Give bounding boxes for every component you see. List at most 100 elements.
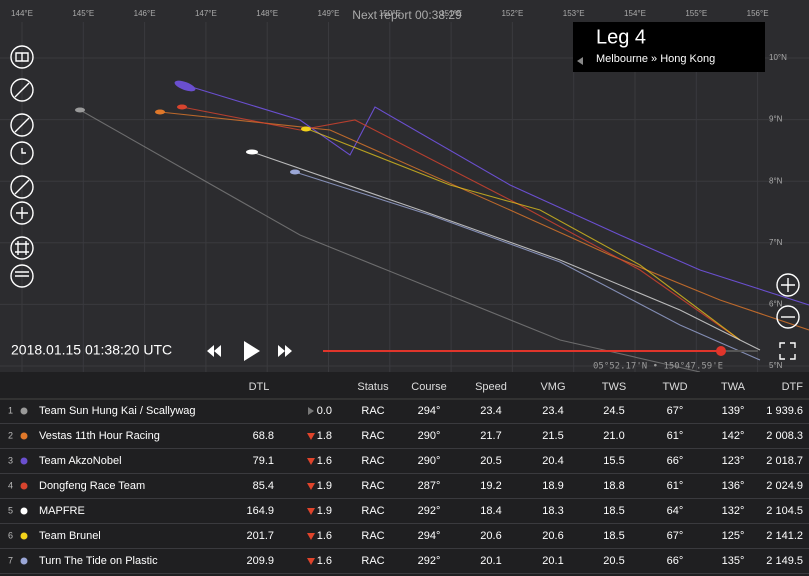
rank: 7	[8, 555, 13, 565]
team-color	[20, 482, 28, 490]
playback-controls[interactable]	[207, 341, 292, 361]
lat-label: 7°N	[769, 238, 783, 247]
team-name: Team Brunel	[39, 530, 101, 542]
twa: 136°	[722, 480, 745, 492]
dtl: 79.1	[253, 455, 274, 467]
dtl-change: 1.6	[317, 530, 332, 542]
team-name: Team AkzoNobel	[39, 455, 122, 467]
speed: 18.4	[480, 505, 501, 517]
speed: 19.2	[480, 480, 501, 492]
tws: 21.0	[603, 430, 624, 442]
twa: 132°	[722, 505, 745, 517]
team-name: Dongfeng Race Team	[39, 480, 145, 492]
speed: 20.5	[480, 455, 501, 467]
course: 292°	[418, 555, 441, 567]
tws: 18.5	[603, 530, 624, 542]
vmg: 23.4	[542, 405, 563, 417]
map-tools[interactable]	[10, 45, 34, 288]
dtl-change: 0.0	[317, 405, 332, 417]
course: 290°	[418, 455, 441, 467]
rank: 2	[8, 430, 13, 440]
leaderboard: DTL Status Course Speed VMG TWS TWD TWA DTF 1 Team…	[0, 381, 809, 574]
column-header: DTF	[782, 381, 804, 393]
lon-label: 148°E	[256, 9, 278, 18]
lat-label: 8°N	[769, 176, 783, 185]
trend-down	[307, 508, 315, 515]
trend-down	[307, 483, 315, 490]
lon-label: 146°E	[134, 9, 156, 18]
rank: 4	[8, 480, 13, 490]
column-header: Course	[411, 381, 446, 393]
vmg: 21.5	[542, 430, 563, 442]
lat-label: 5°N	[769, 361, 783, 370]
status: RAC	[361, 505, 384, 517]
cursor-coordinates: 05°52.17'N • 150°47.59'E	[593, 362, 723, 372]
course: 287°	[418, 480, 441, 492]
leg-arrow[interactable]	[577, 57, 583, 65]
course: 290°	[418, 430, 441, 442]
vmg: 20.6	[542, 530, 563, 542]
dtl: 85.4	[253, 480, 274, 492]
course: 292°	[418, 505, 441, 517]
team-name: Vestas 11th Hour Racing	[39, 430, 160, 442]
twa: 135°	[722, 555, 745, 567]
fullscreen[interactable]	[779, 342, 796, 360]
dtl: 209.9	[246, 555, 274, 567]
lon-label: 145°E	[72, 9, 94, 18]
team-name: MAPFRE	[39, 505, 85, 517]
lon-label: 153°E	[563, 9, 585, 18]
status: RAC	[361, 430, 384, 442]
speed: 23.4	[480, 405, 501, 417]
status: RAC	[361, 555, 384, 567]
lon-label: 154°E	[624, 9, 646, 18]
tws: 18.5	[603, 505, 624, 517]
twa: 123°	[722, 455, 745, 467]
tws: 15.5	[603, 455, 624, 467]
twa: 142°	[722, 430, 745, 442]
twd: 66°	[667, 555, 684, 567]
timeline-handle[interactable]	[716, 346, 726, 356]
column-header: DTL	[249, 381, 270, 393]
rank: 6	[8, 530, 13, 540]
lat-label: 9°N	[769, 115, 783, 124]
dtl-change: 1.6	[317, 455, 332, 467]
course: 294°	[418, 530, 441, 542]
course: 294°	[418, 405, 441, 417]
vmg: 18.9	[542, 480, 563, 492]
tracks	[79, 84, 809, 373]
vmg: 20.1	[542, 555, 563, 567]
dtl: 164.9	[246, 505, 274, 517]
trend-down	[307, 433, 315, 440]
status: RAC	[361, 480, 384, 492]
team-color	[20, 532, 28, 540]
lon-label: 152°E	[501, 9, 523, 18]
twd: 61°	[667, 430, 684, 442]
twa: 125°	[722, 530, 745, 542]
trend-down	[307, 458, 315, 465]
lon-label: 149°E	[318, 9, 340, 18]
vmg: 20.4	[542, 455, 563, 467]
status: RAC	[361, 405, 384, 417]
twd: 61°	[667, 480, 684, 492]
dtl: 201.7	[246, 530, 274, 542]
twd: 64°	[667, 505, 684, 517]
leg-box	[573, 22, 765, 72]
lon-label: 150°E	[379, 9, 401, 18]
team-color	[20, 557, 28, 565]
dtf: 2 024.9	[766, 480, 803, 492]
timestamp: 2018.01.15 01:38:20 UTC	[11, 342, 172, 358]
next-report: Next report 00:38:29	[352, 8, 462, 22]
twd: 66°	[667, 455, 684, 467]
lat-label: 10°N	[769, 53, 787, 62]
speed: 21.7	[480, 430, 501, 442]
zoom-controls[interactable]	[776, 273, 800, 329]
twd: 67°	[667, 530, 684, 542]
speed: 20.6	[480, 530, 501, 542]
column-header: TWD	[662, 381, 687, 393]
status: RAC	[361, 530, 384, 542]
rank: 5	[8, 505, 13, 515]
dtf: 1 939.6	[766, 405, 803, 417]
dtf: 2 018.7	[766, 455, 803, 467]
twd: 67°	[667, 405, 684, 417]
